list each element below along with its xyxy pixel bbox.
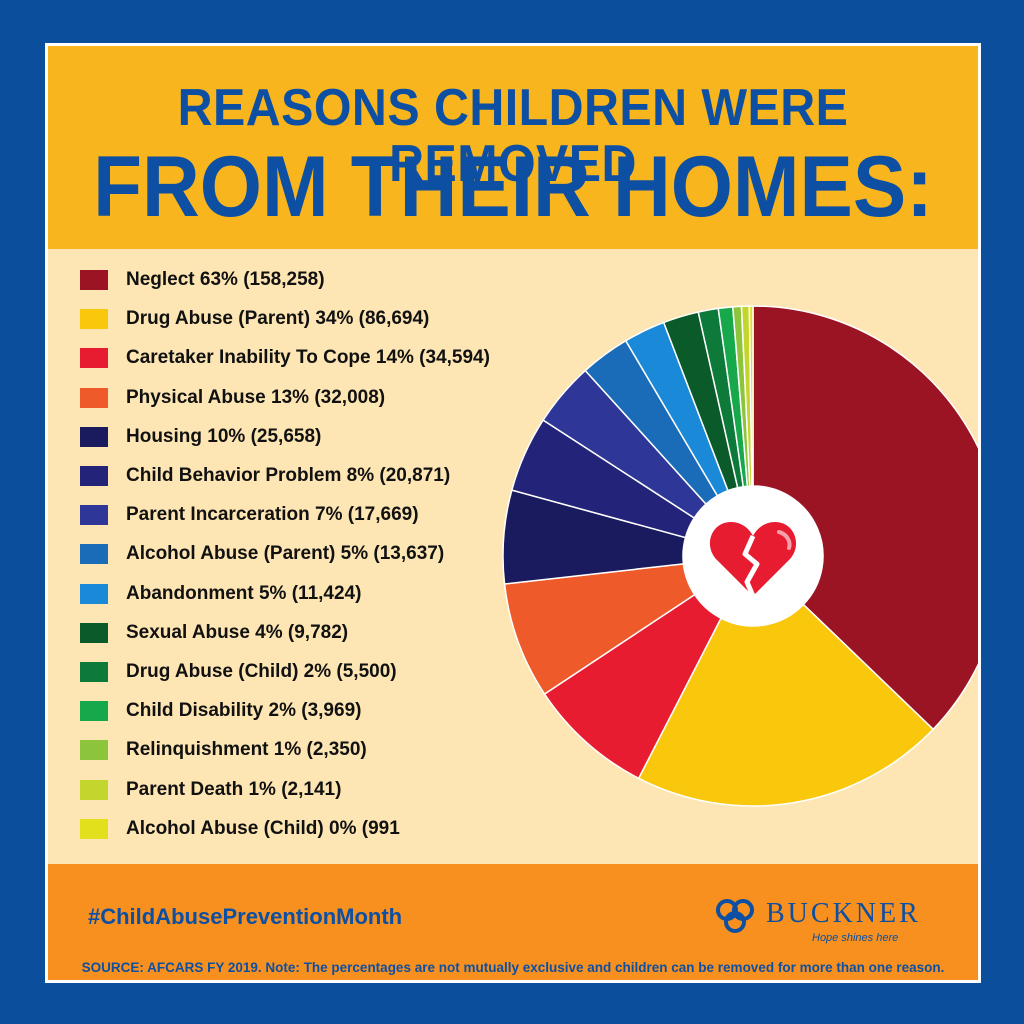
legend-label: Neglect 63% (158,258) bbox=[126, 269, 325, 290]
buckner-logo: BUCKNER Hope shines here bbox=[708, 896, 938, 946]
broken-heart-icon bbox=[709, 522, 797, 597]
legend-label: Caretaker Inability To Cope 14% (34,594) bbox=[126, 347, 490, 369]
legend-item: Child Behavior Problem 8% (20,871) bbox=[80, 461, 450, 491]
legend-item: Caretaker Inability To Cope 14% (34,594) bbox=[80, 343, 490, 373]
legend-label: Child Behavior Problem 8% (20,871) bbox=[126, 465, 451, 486]
legend-label: Alcohol Abuse (Child) 0% (991 bbox=[126, 817, 400, 839]
legend-label: Child Disability 2% (3,969) bbox=[126, 700, 362, 722]
legend-swatch bbox=[80, 387, 108, 408]
legend-swatch bbox=[80, 583, 108, 604]
legend-item: Relinquishment 1% (2,350) bbox=[80, 735, 367, 765]
legend-item: Parent Incarceration 7% (17,669) bbox=[80, 500, 419, 530]
legend-swatch bbox=[80, 818, 108, 839]
legend-item: Child Disability 2% (3,969) bbox=[80, 696, 361, 726]
legend-swatch bbox=[80, 740, 108, 761]
legend-item: Drug Abuse (Child) 2% (5,500) bbox=[80, 657, 397, 687]
legend-swatch bbox=[80, 701, 108, 722]
legend-swatch bbox=[80, 309, 108, 330]
legend-item: Housing 10% (25,658) bbox=[80, 422, 321, 452]
legend-swatch bbox=[80, 544, 108, 565]
legend-item: Parent Death 1% (2,141) bbox=[80, 775, 341, 805]
legend-item: Drug Abuse (Parent) 34% (86,694) bbox=[80, 304, 429, 334]
legend-swatch bbox=[80, 426, 108, 447]
buckner-knot-icon bbox=[716, 899, 754, 933]
legend-item: Physical Abuse 13% (32,008) bbox=[80, 383, 385, 413]
logo-tagline: Hope shines here bbox=[812, 932, 899, 944]
legend-label: Alcohol Abuse (Parent) 5% (13,637) bbox=[126, 543, 445, 565]
legend-label: Relinquishment 1% (2,350) bbox=[126, 739, 367, 761]
title-line-1: REASONS CHILDREN WERE REMOVED bbox=[177, 79, 849, 193]
source-note: SOURCE: AFCARS FY 2019. Note: The percen… bbox=[81, 960, 945, 975]
legend-label: Sexual Abuse 4% (9,782) bbox=[126, 621, 349, 643]
legend-swatch bbox=[80, 779, 108, 800]
legend-label: Drug Abuse (Parent) 34% (86,694) bbox=[126, 308, 430, 330]
legend-label: Parent Incarceration 7% (17,669) bbox=[126, 504, 419, 526]
legend-item: Sexual Abuse 4% (9,782) bbox=[80, 618, 348, 648]
legend-label: Housing 10% (25,658) bbox=[126, 425, 322, 447]
title-line-2: FROM THEIR HOMES: bbox=[93, 139, 933, 235]
legend-label: Drug Abuse (Child) 2% (5,500) bbox=[126, 661, 397, 682]
legend-swatch bbox=[80, 348, 108, 369]
legend-swatch bbox=[80, 270, 108, 290]
legend-swatch bbox=[80, 662, 108, 682]
legend-label: Parent Death 1% (2,141) bbox=[126, 778, 342, 800]
footer-banner: #ChildAbusePreventionMonth BUCKNER Hope … bbox=[48, 864, 978, 980]
legend-swatch bbox=[80, 622, 108, 643]
legend-label: Physical Abuse 13% (32,008) bbox=[126, 386, 386, 408]
legend-swatch bbox=[80, 505, 108, 526]
legend-item: Abandonment 5% (11,424) bbox=[80, 579, 361, 609]
legend-label: Abandonment 5% (11,424) bbox=[126, 582, 362, 604]
donut-chart bbox=[502, 305, 978, 807]
legend-item: Alcohol Abuse (Child) 0% (991 bbox=[80, 814, 400, 844]
title-banner: REASONS CHILDREN WERE REMOVED FROM THEIR… bbox=[48, 46, 978, 249]
hashtag: #ChildAbusePreventionMonth bbox=[88, 904, 403, 929]
logo-name: BUCKNER bbox=[766, 898, 921, 929]
infographic-frame: REASONS CHILDREN WERE REMOVED FROM THEIR… bbox=[45, 43, 981, 983]
legend-swatch bbox=[80, 466, 108, 486]
legend-item: Neglect 63% (158,258) bbox=[80, 265, 325, 295]
legend-item: Alcohol Abuse (Parent) 5% (13,637) bbox=[80, 539, 444, 569]
